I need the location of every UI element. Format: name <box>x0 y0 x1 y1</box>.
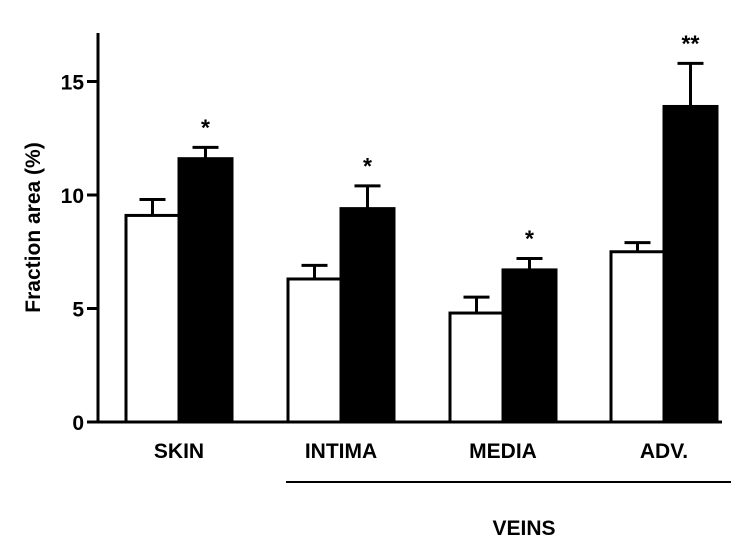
significance-marker: ** <box>682 30 700 56</box>
bar-media-open <box>448 311 505 424</box>
y-tick-label: 5 <box>72 299 84 322</box>
group-label-veins: VEINS <box>492 517 555 540</box>
bar-adv-open <box>609 250 666 424</box>
significance-marker: * <box>201 114 210 140</box>
labels: 0 5 10 15 SKIN * INTIMA * MEDIA * ADV. ** <box>61 30 700 463</box>
y-axis-label: Fraction area (%) <box>22 142 45 312</box>
significance-marker: * <box>525 226 534 252</box>
bar-intima-filled <box>339 207 396 424</box>
y-tick-label: 10 <box>61 185 84 208</box>
x-tick-label: ADV. <box>640 440 688 463</box>
bar-intima-open <box>286 277 343 424</box>
bar-adv-filled <box>662 104 719 424</box>
bar-skin-open <box>124 213 181 424</box>
y-tick-label: 15 <box>61 72 85 95</box>
bar-media-filled <box>501 268 558 424</box>
y-tick-label: 0 <box>72 412 84 435</box>
x-tick-label: MEDIA <box>469 440 537 463</box>
x-tick-label: SKIN <box>154 440 204 463</box>
bars <box>124 61 719 424</box>
significance-marker: * <box>363 153 372 179</box>
x-tick-label: INTIMA <box>305 440 377 463</box>
bar-skin-filled <box>177 157 234 424</box>
